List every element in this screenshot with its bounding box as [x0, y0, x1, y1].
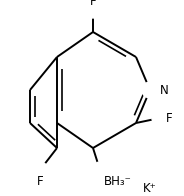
- Text: F: F: [166, 112, 173, 124]
- Circle shape: [152, 110, 168, 126]
- Circle shape: [142, 82, 158, 98]
- Text: K⁺: K⁺: [143, 181, 157, 194]
- Text: N: N: [160, 83, 169, 96]
- Text: F: F: [37, 175, 43, 188]
- Text: F: F: [90, 0, 96, 8]
- Circle shape: [32, 162, 48, 178]
- Circle shape: [85, 2, 101, 18]
- Text: BH₃⁻: BH₃⁻: [104, 175, 132, 188]
- Circle shape: [92, 162, 108, 178]
